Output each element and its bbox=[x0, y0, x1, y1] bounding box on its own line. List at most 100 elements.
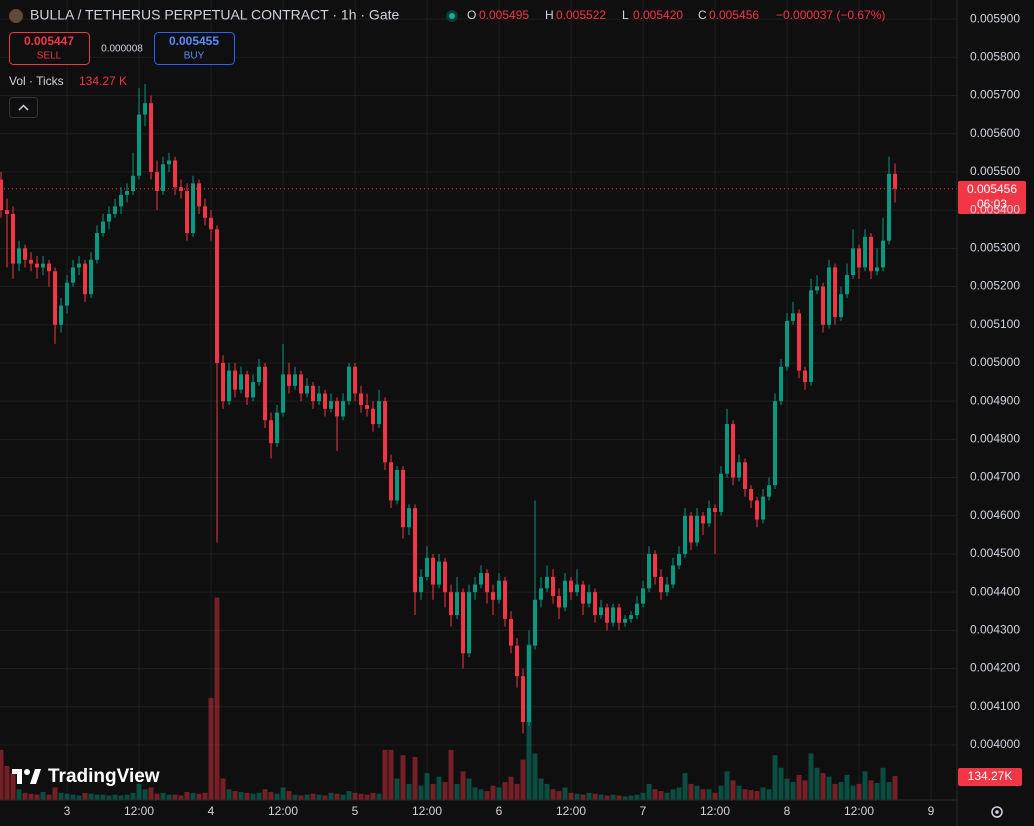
volume-bar bbox=[436, 776, 442, 800]
sell-price[interactable]: 0.005447 bbox=[24, 34, 74, 48]
candle-body bbox=[467, 592, 472, 654]
volume-bar bbox=[484, 791, 490, 800]
candle-body bbox=[245, 374, 250, 398]
buy-label[interactable]: BUY bbox=[184, 51, 205, 62]
candle-body bbox=[185, 191, 190, 234]
volume-bar bbox=[334, 793, 340, 800]
volume-bar bbox=[682, 773, 688, 800]
volume-bar bbox=[382, 749, 388, 800]
volume-bar bbox=[106, 795, 112, 800]
candle-body bbox=[251, 382, 256, 398]
candle-body bbox=[557, 595, 562, 608]
volume-bar bbox=[532, 753, 538, 800]
volume-bar bbox=[154, 793, 160, 800]
y-tick-label: 0.004500 bbox=[970, 546, 1020, 560]
candle-body bbox=[161, 164, 166, 192]
symbol-icon bbox=[9, 9, 23, 23]
volume-bar bbox=[658, 791, 664, 800]
volume-bar bbox=[460, 771, 466, 800]
candle-body bbox=[515, 645, 520, 677]
volume-bar bbox=[376, 793, 382, 800]
sell-button[interactable] bbox=[9, 32, 90, 65]
volume-bar bbox=[58, 792, 64, 800]
candle-body bbox=[89, 259, 94, 295]
volume-bar bbox=[166, 794, 172, 800]
volume-bar bbox=[862, 771, 868, 800]
candle-body bbox=[383, 401, 388, 463]
volume-bar bbox=[748, 790, 754, 800]
legend-change: −0.000037 (−0.67%) bbox=[776, 8, 885, 22]
volume-bar bbox=[730, 780, 736, 800]
y-tick-label: 0.004800 bbox=[970, 432, 1020, 446]
settings-icon[interactable] bbox=[991, 806, 1003, 818]
brand-text: TradingView bbox=[48, 766, 160, 787]
volume-bar bbox=[418, 785, 424, 800]
candle-body bbox=[605, 607, 610, 623]
volume-bar bbox=[364, 794, 370, 800]
volume-bar bbox=[346, 791, 352, 800]
volume-bar bbox=[424, 773, 430, 800]
volume-bar bbox=[754, 791, 760, 800]
volume-bar bbox=[4, 765, 10, 800]
candle-body bbox=[197, 183, 202, 207]
sell-label[interactable]: SELL bbox=[37, 51, 62, 62]
volume-bar bbox=[562, 787, 568, 800]
volume-bar bbox=[46, 794, 52, 800]
buy-button[interactable] bbox=[154, 32, 235, 65]
volume-bar bbox=[778, 767, 784, 800]
legend-value: 0.005420 bbox=[633, 8, 683, 22]
y-tick-label: 0.004000 bbox=[970, 737, 1020, 751]
candle-body bbox=[491, 592, 496, 600]
volume-bar bbox=[616, 795, 622, 800]
volume-bar bbox=[304, 794, 310, 800]
candle-body bbox=[95, 233, 100, 260]
volume-bar bbox=[28, 793, 34, 800]
volume-axis-box bbox=[958, 768, 1022, 786]
candle-body bbox=[173, 160, 178, 188]
collapse-icon[interactable] bbox=[18, 104, 29, 111]
candle-body bbox=[845, 275, 850, 295]
volume-bar bbox=[220, 778, 226, 800]
candle-body bbox=[629, 615, 634, 619]
candle-body bbox=[635, 603, 640, 616]
volume-bar bbox=[160, 792, 166, 800]
volume-bar bbox=[820, 773, 826, 800]
candle-body bbox=[773, 401, 778, 486]
volume-bar bbox=[676, 787, 682, 800]
volume-bar bbox=[310, 793, 316, 800]
candle-body bbox=[743, 462, 748, 490]
volume-bar bbox=[100, 794, 106, 800]
candle-body bbox=[767, 485, 772, 497]
candle-body bbox=[803, 370, 808, 383]
logo-mark bbox=[12, 769, 22, 784]
candle-body bbox=[407, 508, 412, 528]
y-tick-label: 0.005700 bbox=[970, 88, 1020, 102]
volume-bar bbox=[784, 778, 790, 800]
candle-body bbox=[437, 561, 442, 585]
volume-bar bbox=[406, 783, 412, 800]
candle-body bbox=[623, 618, 628, 623]
candle-body bbox=[581, 584, 586, 604]
volume-bar bbox=[298, 795, 304, 800]
candle-body bbox=[725, 424, 730, 474]
candle-body bbox=[497, 580, 502, 600]
x-tick-label: 12:00 bbox=[700, 804, 730, 818]
legend-value: 0.005495 bbox=[479, 8, 529, 22]
candle-body bbox=[143, 103, 148, 115]
volume-title: Vol · Ticks bbox=[9, 74, 64, 88]
volume-bar bbox=[538, 778, 544, 800]
collapse-button[interactable] bbox=[9, 97, 38, 118]
candle-body bbox=[449, 592, 454, 616]
candle-body bbox=[275, 412, 280, 444]
volume-bar bbox=[514, 783, 520, 800]
settings-icon[interactable] bbox=[995, 810, 999, 814]
volume-bar bbox=[40, 791, 46, 800]
volume-bar bbox=[64, 793, 70, 800]
candle-body bbox=[155, 171, 160, 192]
candle-body bbox=[215, 229, 220, 363]
legend-letter: O bbox=[467, 8, 476, 22]
buy-price[interactable]: 0.005455 bbox=[169, 34, 219, 48]
candle-body bbox=[851, 248, 856, 276]
logo-mark bbox=[24, 769, 30, 775]
candle-body bbox=[863, 236, 868, 268]
